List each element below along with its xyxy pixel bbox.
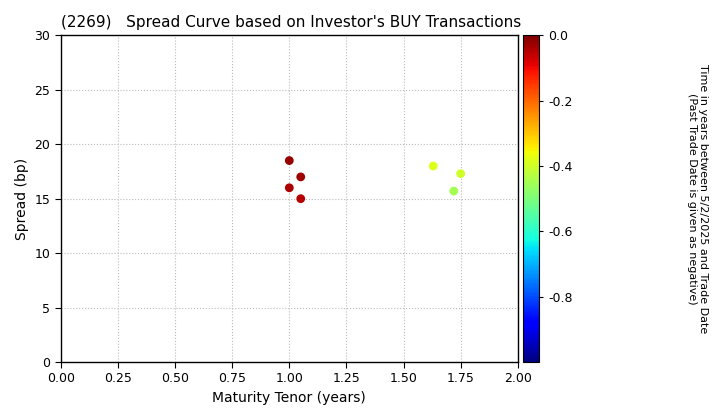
Point	[455, 170, 467, 177]
Point	[295, 173, 307, 180]
Text: (2269)   Spread Curve based on Investor's BUY Transactions: (2269) Spread Curve based on Investor's …	[61, 15, 521, 30]
Y-axis label: Spread (bp): Spread (bp)	[15, 158, 29, 240]
X-axis label: Maturity Tenor (years): Maturity Tenor (years)	[212, 391, 366, 405]
Point	[448, 188, 459, 194]
Point	[295, 195, 307, 202]
Point	[284, 157, 295, 164]
Point	[428, 163, 439, 169]
Y-axis label: Time in years between 5/2/2025 and Trade Date
(Past Trade Date is given as negat: Time in years between 5/2/2025 and Trade…	[687, 64, 708, 333]
Point	[284, 184, 295, 191]
